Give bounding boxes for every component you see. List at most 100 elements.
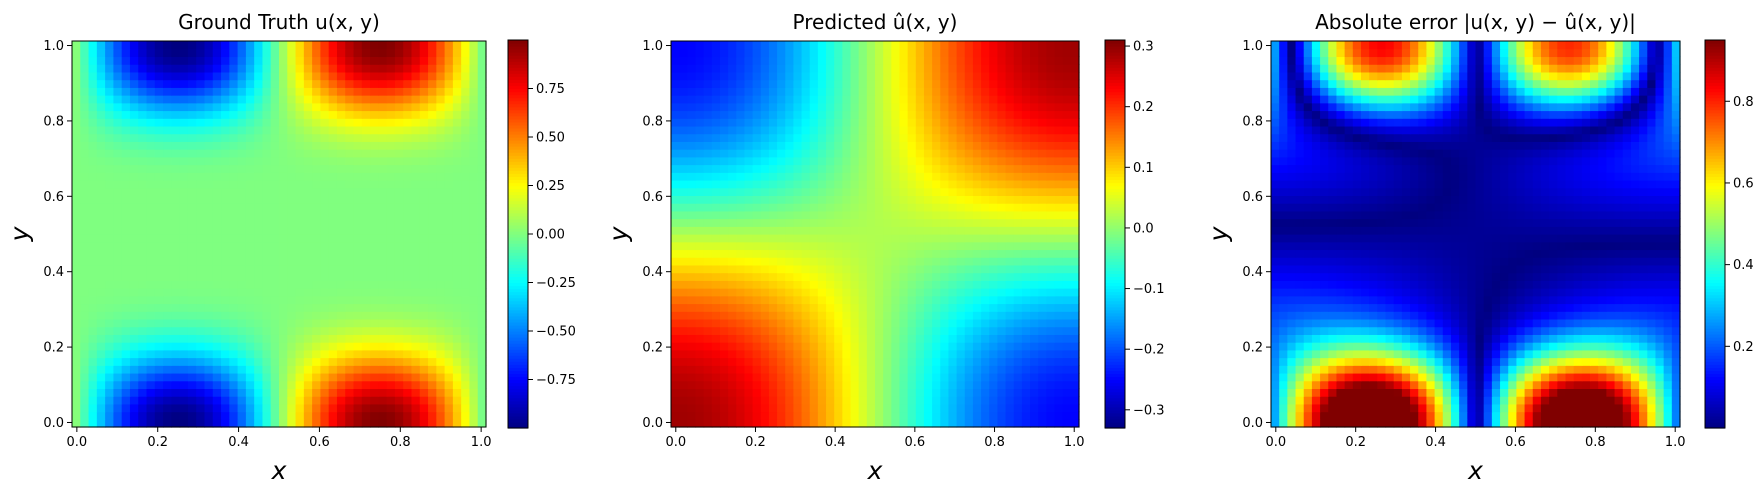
heatmap-cell <box>972 318 982 328</box>
heatmap-cell <box>444 411 454 420</box>
heatmap-cell <box>163 411 172 420</box>
heatmap-cell <box>1038 419 1047 428</box>
heatmap-cell <box>270 264 280 274</box>
heatmap-cell <box>179 149 189 158</box>
heatmap-cell <box>752 388 762 397</box>
heatmap-cell <box>850 357 860 366</box>
heatmap-cell <box>303 164 313 173</box>
colorbar-tick-label: −0.50 <box>536 325 576 340</box>
heatmap-cell <box>163 272 172 281</box>
colorbar-segment <box>508 282 528 287</box>
heatmap-cell <box>96 272 106 281</box>
heatmap-cell <box>105 372 114 382</box>
heatmap-cell <box>703 87 713 96</box>
heatmap-cell <box>146 56 156 65</box>
heatmap-cell <box>287 79 297 88</box>
heatmap-cell <box>295 318 305 328</box>
heatmap-cell <box>345 334 355 343</box>
heatmap-cell <box>270 95 280 104</box>
heatmap-cell <box>204 380 214 389</box>
heatmap-cell <box>826 303 835 312</box>
heatmap-cell <box>204 349 214 359</box>
heatmap-cell <box>956 288 966 297</box>
heatmap-cell <box>229 357 239 366</box>
heatmap-cell <box>826 64 835 73</box>
heatmap-cell <box>1046 303 1056 312</box>
heatmap-cell <box>785 210 794 220</box>
heatmap-cell <box>940 102 950 112</box>
heatmap-cell <box>1054 295 1064 305</box>
heatmap-cell <box>436 149 446 158</box>
heatmap-cell <box>237 71 247 81</box>
heatmap-cell <box>428 272 437 281</box>
heatmap-cell <box>212 102 222 112</box>
colorbar-segment <box>508 267 528 271</box>
heatmap-cell <box>72 403 81 413</box>
heatmap-cell <box>312 419 321 428</box>
colorbar-segment <box>508 124 528 129</box>
heatmap-cell <box>237 179 247 189</box>
heatmap-cell <box>171 156 181 166</box>
heatmap-cell <box>295 365 305 374</box>
heatmap-cell <box>826 195 835 204</box>
heatmap-cell <box>187 110 197 119</box>
heatmap-cell <box>469 403 479 413</box>
heatmap-cell <box>312 164 321 173</box>
heatmap-cell <box>196 187 206 196</box>
heatmap-cell <box>711 288 721 297</box>
heatmap-cell <box>858 195 868 204</box>
heatmap-cell <box>817 388 827 397</box>
heatmap-cell <box>452 156 462 166</box>
heatmap-cell <box>891 388 901 397</box>
heatmap-cell <box>850 419 860 428</box>
heatmap-cell <box>403 203 413 212</box>
heatmap-cell <box>254 288 264 297</box>
heatmap-cell <box>809 388 819 397</box>
heatmap-cell <box>1030 133 1039 142</box>
heatmap-cell <box>719 419 729 428</box>
heatmap-cell <box>834 419 843 428</box>
heatmap-cell <box>187 380 197 389</box>
heatmap-cell <box>728 87 737 96</box>
heatmap-cell <box>866 357 876 366</box>
heatmap-cell <box>419 249 429 258</box>
heatmap-cell <box>345 195 355 204</box>
heatmap-cell <box>452 234 462 243</box>
heatmap-cell <box>923 280 933 289</box>
heatmap-cell <box>386 125 396 135</box>
heatmap-cell <box>850 396 860 405</box>
heatmap-cell <box>956 403 966 413</box>
heatmap-cell <box>687 318 697 328</box>
heatmap-cell <box>891 118 901 127</box>
heatmap-cell <box>163 125 172 135</box>
heatmap-cell <box>858 241 868 251</box>
heatmap-cell <box>171 172 181 181</box>
heatmap-cell <box>403 41 413 50</box>
heatmap-cell <box>834 388 843 397</box>
heatmap-cell <box>88 48 98 58</box>
heatmap-cell <box>809 156 819 166</box>
heatmap-cell <box>809 288 819 297</box>
heatmap-cell <box>981 179 990 189</box>
heatmap-cell <box>394 56 404 65</box>
heatmap-cell <box>1070 280 1080 289</box>
heatmap-cell <box>386 226 396 235</box>
heatmap-cell <box>378 288 388 297</box>
heatmap-cell <box>842 396 852 405</box>
heatmap-cell <box>793 334 803 343</box>
heatmap-cell <box>419 365 429 374</box>
heatmap-cell <box>287 388 297 397</box>
heatmap-cell <box>736 311 746 320</box>
heatmap-cell <box>915 203 925 212</box>
heatmap-cell <box>728 318 737 328</box>
heatmap-cell <box>80 141 90 150</box>
heatmap-cell <box>386 234 396 243</box>
heatmap-cell <box>1070 118 1080 127</box>
heatmap-cell <box>345 125 355 135</box>
heatmap-cell <box>809 179 819 189</box>
colorbar-segment <box>508 358 528 362</box>
heatmap-cell <box>801 95 811 104</box>
heatmap-cell <box>736 257 746 266</box>
heatmap-cell <box>1005 141 1015 150</box>
heatmap-cell <box>728 133 737 142</box>
